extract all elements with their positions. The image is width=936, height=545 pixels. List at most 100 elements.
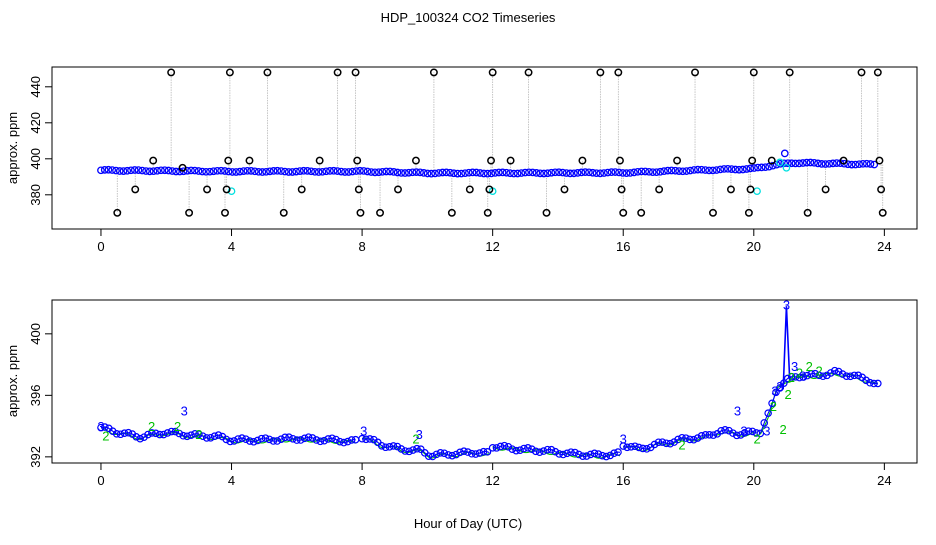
primary-point [288,168,297,176]
primary-point [573,169,582,177]
primary-point [340,438,348,447]
primary-point [678,167,687,176]
primary-point [693,434,702,442]
primary-point [660,167,668,175]
primary-point [132,432,141,441]
primary-point [213,166,222,175]
primary-point [124,428,133,437]
reference-point [354,185,363,194]
primary-point [311,167,319,176]
primary-point [598,451,607,460]
primary-point [381,443,390,452]
reference-point [619,208,628,217]
primary-point [769,161,777,170]
primary-point [163,429,172,437]
primary-point [754,163,762,172]
primary-point [378,167,387,176]
primary-point [551,168,560,177]
primary-point [717,426,725,435]
primary-point [780,159,788,168]
primary-point [97,166,105,175]
x-tick-label: 4 [228,239,235,254]
primary-point [236,167,244,176]
primary-point [731,165,740,174]
primary-point [385,443,394,451]
primary-point [475,449,484,457]
primary-point [472,168,481,177]
primary-point [600,169,608,177]
reference-point [803,208,812,217]
primary-point [419,169,428,177]
primary-point [467,449,476,458]
primary-point [543,445,552,454]
primary-point [251,167,259,176]
primary-point [134,166,143,174]
primary-point [101,423,109,431]
primary-point [479,169,488,178]
primary-point [602,452,611,461]
x-axis-label: Hour of Day (UTC) [414,516,522,531]
reference-point [614,68,623,77]
primary-point [739,165,747,174]
primary-point [333,167,342,175]
reference-point [578,156,587,165]
reference-point [506,156,515,165]
reference-point [149,156,158,165]
secondary-marker: 2 [195,427,202,442]
primary-marker: 3 [416,427,423,442]
primary-point [112,429,121,438]
primary-point [130,166,139,174]
reference-point [873,68,882,77]
primary-point [348,167,357,176]
primary-point [567,448,575,456]
highlight-point [227,187,236,196]
primary-point [289,434,297,443]
primary-point [308,434,317,442]
primary-point [693,165,702,174]
primary-point [397,169,406,177]
primary-point [682,434,690,442]
primary-point [795,373,804,382]
primary-point [336,437,344,446]
primary-point [528,445,536,454]
primary-marker: 3 [783,298,790,313]
primary-point [594,450,603,458]
primary-point [206,433,215,442]
primary-point [431,169,439,178]
primary-point [641,167,650,176]
reference-point [351,68,360,77]
plot-frame-top [51,66,918,230]
primary-point [528,168,537,177]
primary-point [799,159,807,167]
primary-point [516,446,524,454]
highlight-point [753,187,761,196]
reference-point [245,156,254,165]
primary-point [705,431,714,439]
primary-point [825,159,834,168]
reference-point [376,208,384,217]
primary-point [371,168,379,177]
reference-point [113,208,122,217]
primary-point [492,444,501,452]
secondary-marker: 2 [678,438,685,453]
primary-point [312,436,321,444]
primary-point [120,429,129,438]
primary-point [257,434,266,443]
primary-point [432,450,441,459]
primary-point [532,169,541,177]
x-tick-label: 0 [97,473,104,488]
primary-point [401,447,409,455]
primary-point [436,449,445,457]
primary-point [802,158,811,167]
primary-marker: 3 [97,419,104,434]
primary-point [127,166,135,175]
secondary-marker: 2 [815,364,822,379]
primary-point [721,426,729,434]
primary-point [142,167,150,175]
x-tick-label: 0 [97,239,104,254]
y-tick-label: 400 [28,323,43,345]
primary-point [535,448,544,456]
y-tick-label: 440 [28,76,43,98]
reference-point [297,185,306,194]
primary-series-line [759,370,878,434]
